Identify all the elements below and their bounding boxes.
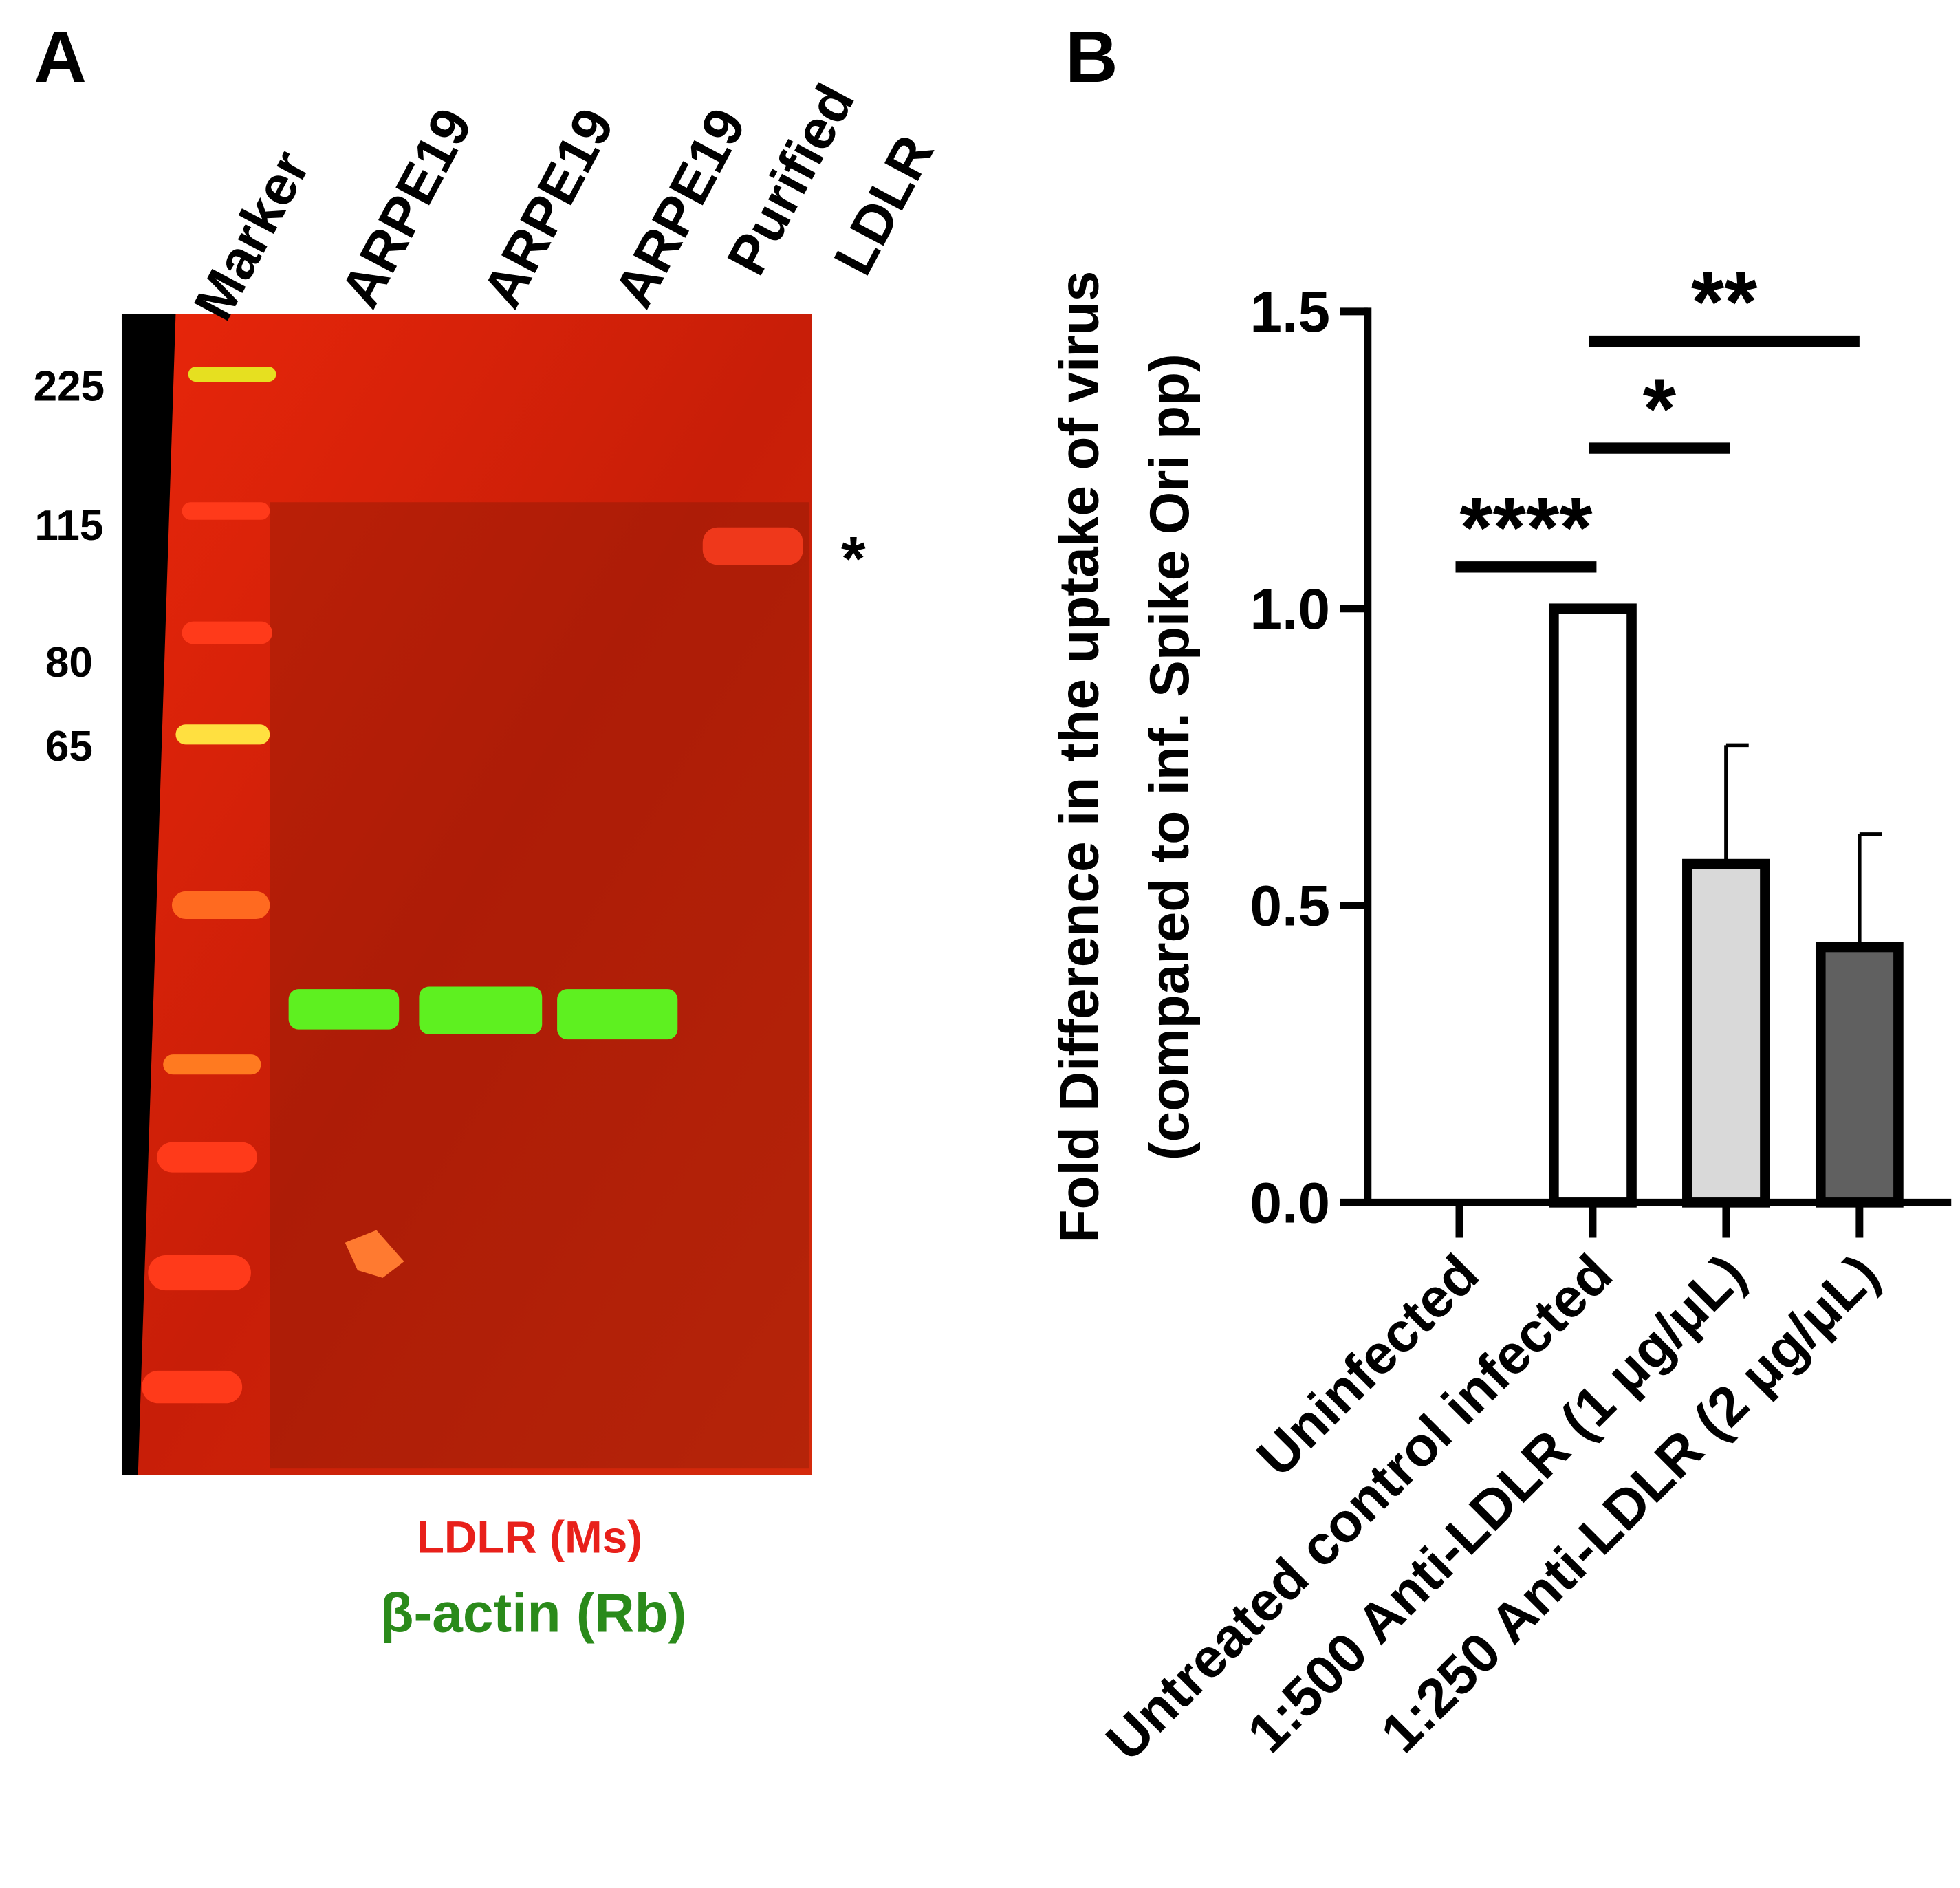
blot: [121, 314, 812, 1475]
panel-label: A: [34, 17, 86, 98]
ldlr-band: [702, 527, 803, 565]
marker-size-label: 225: [34, 362, 105, 410]
y-axis-title: (compared to inf. Spike Ori pp): [1139, 354, 1201, 1160]
legend-actin: β-actin (Rb): [380, 1582, 687, 1644]
legend-ldlr: LDLR (Ms): [417, 1512, 642, 1562]
marker-size-label: 80: [45, 639, 93, 686]
panel-label: B: [1065, 17, 1118, 98]
y-tick-label: 0.5: [1250, 874, 1330, 938]
significance-label: **: [1691, 254, 1758, 349]
x-tick-label: 1:500 Anti-LDLR (1 μg/μL): [1236, 1243, 1757, 1764]
marker-size-label: 115: [34, 502, 103, 550]
blot-edge: [121, 314, 176, 1475]
bar: [1815, 942, 1904, 1208]
y-tick-label: 1.0: [1250, 576, 1330, 641]
bar: [1682, 858, 1770, 1208]
x-tick-label: Untreated control infected: [1094, 1243, 1624, 1772]
significance-label: *: [1643, 362, 1677, 457]
y-axis-title: Fold Difference in the uptake of virus: [1049, 271, 1111, 1244]
artifact: [345, 1230, 404, 1278]
significance-label: ****: [1459, 481, 1593, 576]
bar: [1549, 603, 1637, 1208]
lane-label: Marker: [182, 141, 322, 330]
marker-bands: [142, 367, 276, 1404]
marker-size-label: 65: [45, 723, 93, 770]
actin-bands: [288, 986, 678, 1040]
y-tick-label: 0.0: [1250, 1171, 1330, 1235]
lane-area: [270, 502, 809, 1469]
y-tick-label: 1.5: [1250, 279, 1330, 344]
lane-label: ARPE19: [329, 98, 484, 317]
band-asterisk: *: [841, 523, 866, 594]
lane-label: ARPE19: [471, 98, 627, 317]
lane-label: ARPE19: [602, 98, 758, 317]
